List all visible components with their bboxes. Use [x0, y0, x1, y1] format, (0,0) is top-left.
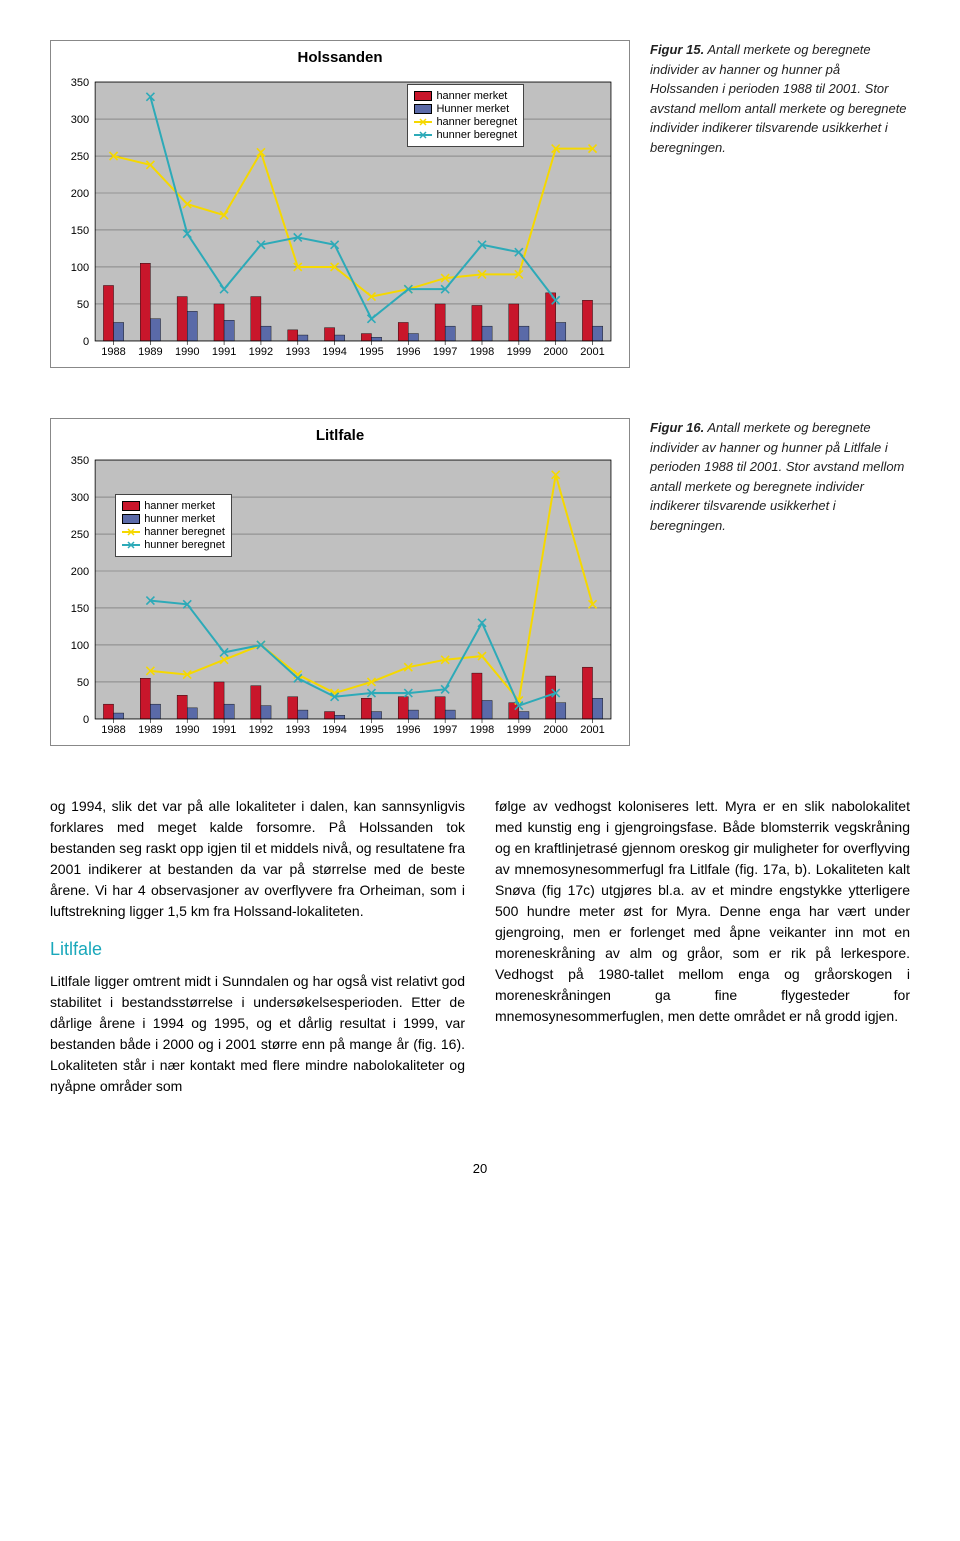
svg-text:50: 50: [77, 299, 89, 311]
svg-text:2001: 2001: [580, 724, 605, 736]
figure-16-caption: Figur 16. Antall merkete og beregnete in…: [650, 418, 910, 535]
page-number: 20: [50, 1161, 910, 1176]
svg-text:50: 50: [77, 677, 89, 689]
svg-text:1988: 1988: [101, 724, 126, 736]
svg-text:1992: 1992: [249, 346, 274, 358]
legend-label: Hunner merket: [436, 103, 509, 115]
svg-text:1997: 1997: [433, 346, 458, 358]
svg-text:1995: 1995: [359, 346, 384, 358]
legend-item: hanner merket: [122, 500, 225, 512]
chart-svg: 0 50 100 150 200 250 300 350 1988 1989 1990 1991 199…: [59, 72, 621, 363]
svg-text:1990: 1990: [175, 346, 200, 358]
paragraph: og 1994, slik det var på alle lokalitete…: [50, 796, 465, 922]
legend-item: hunner beregnet: [414, 129, 517, 141]
legend-label: hanner merket: [436, 90, 507, 102]
figure-15-row: Holssanden 0 50 100 150 200 250 300 350 1988 1989…: [50, 40, 910, 368]
caption-text: Antall merkete og beregnete individer av…: [650, 42, 907, 155]
svg-text:0: 0: [83, 714, 89, 726]
svg-text:1991: 1991: [212, 724, 237, 736]
svg-text:250: 250: [71, 151, 89, 163]
svg-text:300: 300: [71, 114, 89, 126]
chart-legend: hanner merkethunner merkethanner beregne…: [115, 494, 232, 557]
svg-text:1988: 1988: [101, 346, 126, 358]
legend-label: hanner merket: [144, 500, 215, 512]
chart-plot-area: 0 50 100 150 200 250 300 350 1988 1989 1990 1991 199…: [59, 450, 621, 741]
svg-text:350: 350: [71, 455, 89, 467]
column-right: følge av vedhogst koloniseres lett. Myra…: [495, 796, 910, 1111]
figure-ref: Figur 16.: [650, 420, 704, 435]
svg-text:200: 200: [71, 188, 89, 200]
figure-ref: Figur 15.: [650, 42, 704, 57]
subheading-litlfale: Litlfale: [50, 936, 465, 963]
legend-item: hunner merket: [122, 513, 225, 525]
svg-text:300: 300: [71, 492, 89, 504]
chart-litlfale: Litlfale 0 50 100 150 200 250 300 350 1988 1989 19…: [50, 418, 630, 746]
legend-item: hanner beregnet: [122, 526, 225, 538]
svg-text:1995: 1995: [359, 724, 384, 736]
svg-text:2000: 2000: [543, 724, 568, 736]
legend-label: hunner beregnet: [436, 129, 517, 141]
figure-15-caption: Figur 15. Antall merkete og beregnete in…: [650, 40, 910, 157]
legend-label: hanner beregnet: [144, 526, 225, 538]
chart-title: Holssanden: [59, 49, 621, 66]
svg-text:1989: 1989: [138, 724, 163, 736]
svg-text:150: 150: [71, 603, 89, 615]
column-left: og 1994, slik det var på alle lokalitete…: [50, 796, 465, 1111]
svg-text:1998: 1998: [470, 346, 495, 358]
paragraph: Litlfale ligger omtrent midt i Sunndalen…: [50, 971, 465, 1097]
figure-16-row: Litlfale 0 50 100 150 200 250 300 350 1988 1989 19…: [50, 418, 910, 746]
chart-plot-area: 0 50 100 150 200 250 300 350 1988 1989 1990 1991 199…: [59, 72, 621, 363]
svg-text:150: 150: [71, 225, 89, 237]
svg-text:1994: 1994: [322, 724, 347, 736]
svg-text:2000: 2000: [543, 346, 568, 358]
svg-text:1996: 1996: [396, 724, 421, 736]
svg-text:1996: 1996: [396, 346, 421, 358]
chart-holssanden: Holssanden 0 50 100 150 200 250 300 350 1988 1989…: [50, 40, 630, 368]
svg-text:2001: 2001: [580, 346, 605, 358]
svg-text:1999: 1999: [507, 346, 532, 358]
paragraph: følge av vedhogst koloniseres lett. Myra…: [495, 796, 910, 1027]
body-text: og 1994, slik det var på alle lokalitete…: [50, 796, 910, 1111]
legend-label: hunner merket: [144, 513, 215, 525]
svg-text:350: 350: [71, 77, 89, 89]
legend-item: hunner beregnet: [122, 539, 225, 551]
chart-title: Litlfale: [59, 427, 621, 444]
svg-text:1999: 1999: [507, 724, 532, 736]
svg-text:250: 250: [71, 529, 89, 541]
svg-text:1998: 1998: [470, 724, 495, 736]
svg-text:0: 0: [83, 336, 89, 348]
legend-item: hanner merket: [414, 90, 517, 102]
svg-text:1997: 1997: [433, 724, 458, 736]
svg-text:1994: 1994: [322, 346, 347, 358]
legend-item: hanner beregnet: [414, 116, 517, 128]
svg-text:1990: 1990: [175, 724, 200, 736]
legend-label: hunner beregnet: [144, 539, 225, 551]
svg-text:1991: 1991: [212, 346, 237, 358]
caption-text: Antall merkete og beregnete individer av…: [650, 420, 904, 533]
svg-text:100: 100: [71, 640, 89, 652]
svg-text:1993: 1993: [286, 346, 311, 358]
svg-text:200: 200: [71, 566, 89, 578]
svg-text:1992: 1992: [249, 724, 274, 736]
svg-text:1993: 1993: [286, 724, 311, 736]
chart-legend: hanner merketHunner merkethanner beregne…: [407, 84, 524, 147]
svg-text:100: 100: [71, 262, 89, 274]
legend-item: Hunner merket: [414, 103, 517, 115]
legend-label: hanner beregnet: [436, 116, 517, 128]
svg-text:1989: 1989: [138, 346, 163, 358]
